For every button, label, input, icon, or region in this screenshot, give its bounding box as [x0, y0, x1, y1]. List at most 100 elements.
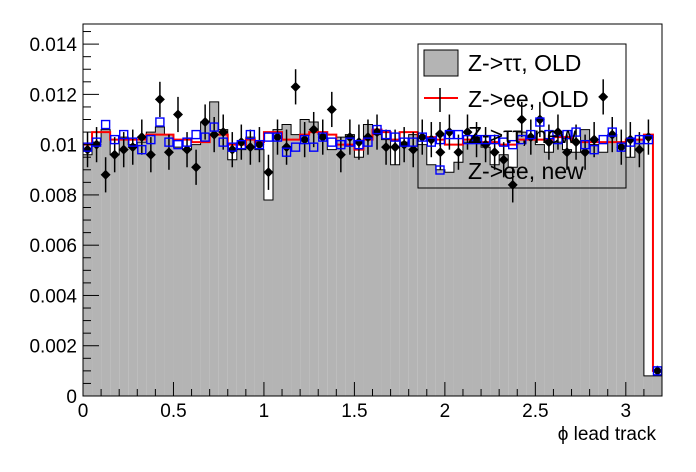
- square-point: [462, 134, 473, 145]
- square-point: [354, 139, 364, 150]
- square-point: [535, 117, 545, 127]
- histogram-bar: [453, 162, 463, 396]
- histogram-bar: [634, 139, 644, 396]
- histogram-bar: [318, 134, 328, 396]
- x-tick-label: 0.5: [160, 401, 186, 422]
- data-point: [589, 134, 600, 145]
- histogram-bar: [363, 124, 373, 397]
- data-point: [263, 167, 274, 178]
- data-point: [580, 147, 591, 158]
- data-point: [426, 134, 437, 145]
- data-point: [82, 144, 93, 155]
- histogram-bar: [499, 154, 509, 396]
- histogram-bar: [354, 157, 364, 396]
- data-point: [308, 124, 319, 135]
- square-point: [109, 134, 120, 145]
- y-tick-label: 0.014: [29, 35, 77, 56]
- legend-swatch: [435, 129, 445, 139]
- square-point: [164, 137, 174, 147]
- histogram-bar: [472, 137, 482, 397]
- x-tick-label: 1.5: [341, 401, 367, 422]
- square-point: [517, 134, 527, 145]
- data-point: [408, 144, 419, 155]
- square-point: [209, 122, 219, 132]
- histogram-bar: [92, 142, 102, 396]
- square-point: [444, 129, 455, 140]
- square-point: [408, 137, 418, 147]
- data-point: [154, 94, 165, 105]
- data-point: [326, 104, 337, 115]
- data-point: [191, 162, 202, 173]
- legend-label: Z->ττ, OLD: [468, 50, 581, 76]
- square-point: [345, 137, 355, 147]
- data-point: [218, 127, 229, 138]
- data-point: [299, 134, 310, 145]
- square-point: [580, 139, 590, 150]
- histogram-bar: [101, 129, 111, 396]
- histogram-bar: [426, 164, 436, 396]
- histogram-bar: [309, 122, 319, 396]
- square-point: [508, 139, 518, 150]
- histogram-bar: [535, 144, 545, 396]
- legend-label: Z->ee, new: [468, 158, 584, 184]
- square-point: [363, 137, 373, 147]
- data-point: [200, 117, 211, 128]
- data-point: [290, 81, 301, 92]
- square-point: [480, 134, 491, 145]
- data-point: [480, 139, 491, 150]
- data-point: [462, 127, 473, 138]
- square-point: [426, 137, 437, 147]
- square-point: [643, 134, 654, 145]
- data-point: [598, 91, 609, 102]
- square-point: [336, 139, 346, 150]
- histogram-bar: [254, 149, 264, 396]
- legend-label: Z->ττ, new: [468, 122, 577, 148]
- histogram-bar: [598, 152, 608, 396]
- data-point: [136, 132, 147, 143]
- histogram-bar: [444, 172, 454, 396]
- square-point: [634, 134, 645, 145]
- square-point: [100, 119, 111, 130]
- histogram-bar: [155, 127, 165, 397]
- square-point: [390, 132, 400, 142]
- square-point: [191, 129, 201, 140]
- data-point: [552, 127, 563, 138]
- histogram-bar: [164, 134, 174, 396]
- data-point: [118, 144, 129, 155]
- y-tick-label: 0.01: [40, 136, 77, 157]
- histogram-bar: [381, 139, 391, 396]
- histogram-bar: [625, 157, 635, 396]
- square-point: [146, 134, 156, 145]
- data-point: [453, 147, 464, 158]
- histogram-bar: [227, 159, 237, 396]
- legend-label: Z->ee, OLD: [468, 86, 589, 112]
- data-point: [507, 179, 518, 190]
- data-point: [245, 142, 256, 153]
- histogram-bar: [553, 142, 563, 396]
- histogram-bar: [218, 129, 228, 396]
- square-point: [91, 137, 102, 147]
- histogram-bar: [589, 144, 599, 396]
- data-point: [353, 137, 364, 148]
- histogram-bar: [435, 169, 445, 396]
- square-point: [381, 129, 391, 140]
- y-tick-label: 0.002: [29, 337, 77, 358]
- data-point: [417, 132, 428, 143]
- x-tick-label: 2: [440, 401, 451, 422]
- square-point: [562, 129, 572, 140]
- square-point: [173, 139, 183, 150]
- square-point: [308, 142, 319, 152]
- histogram-bar: [263, 199, 273, 396]
- square-point: [137, 144, 147, 155]
- y-tick-label: 0.012: [29, 85, 77, 106]
- histogram-bar: [517, 132, 527, 396]
- histogram-bar: [345, 134, 355, 396]
- square-point: [245, 129, 256, 140]
- histogram-bar: [191, 144, 201, 396]
- data-point: [227, 144, 238, 155]
- histogram-bar: [137, 142, 147, 396]
- histogram-bar: [390, 164, 400, 396]
- square-point: [571, 127, 581, 137]
- y-tick-label: 0.008: [29, 186, 77, 207]
- histogram-bar: [616, 142, 626, 396]
